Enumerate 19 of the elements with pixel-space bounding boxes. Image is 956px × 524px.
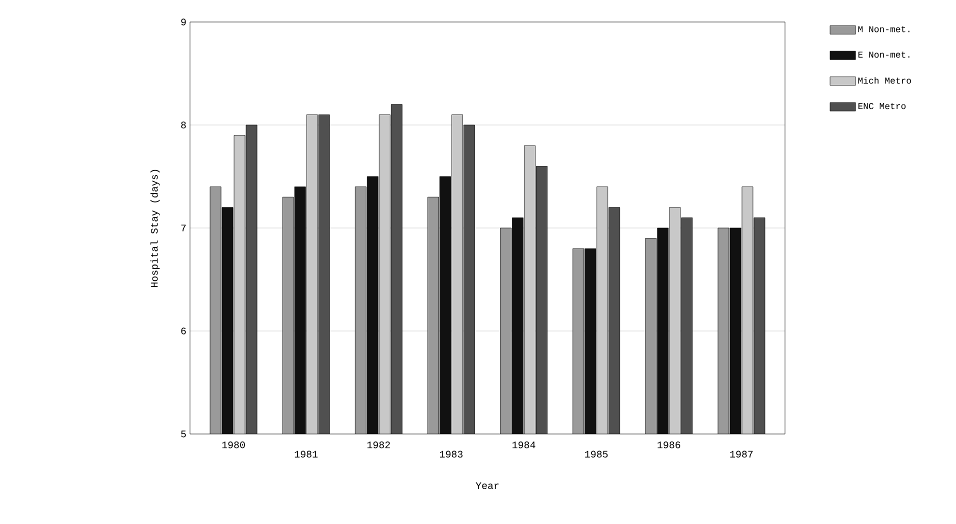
legend-label: E Non-met. [858, 52, 910, 58]
x-tick-label: 1985 [585, 450, 608, 458]
x-tick-label: 1987 [730, 450, 753, 458]
y-tick-label: 6 [181, 328, 186, 334]
x-tick-label: 1986 [658, 442, 680, 448]
x-tick-label: 1981 [294, 450, 318, 458]
x-tick-label: 1982 [367, 442, 390, 448]
x-tick-label: 1980 [222, 442, 245, 448]
y-tick-label: 7 [181, 224, 186, 232]
x-axis-title: Year [476, 482, 499, 490]
legend-label: Mich Metro [858, 77, 911, 84]
y-tick-label: 9 [181, 18, 186, 26]
x-tick-label: 1984 [512, 442, 536, 448]
legend-label: ENC Metro [858, 103, 906, 110]
legend-label: M Non-met. [858, 26, 910, 32]
y-tick-label: 5 [181, 430, 186, 438]
y-axis-title: Hospital Stay (days) [150, 170, 160, 288]
y-tick-label: 8 [181, 122, 186, 128]
x-tick-label: 1983 [440, 450, 463, 458]
